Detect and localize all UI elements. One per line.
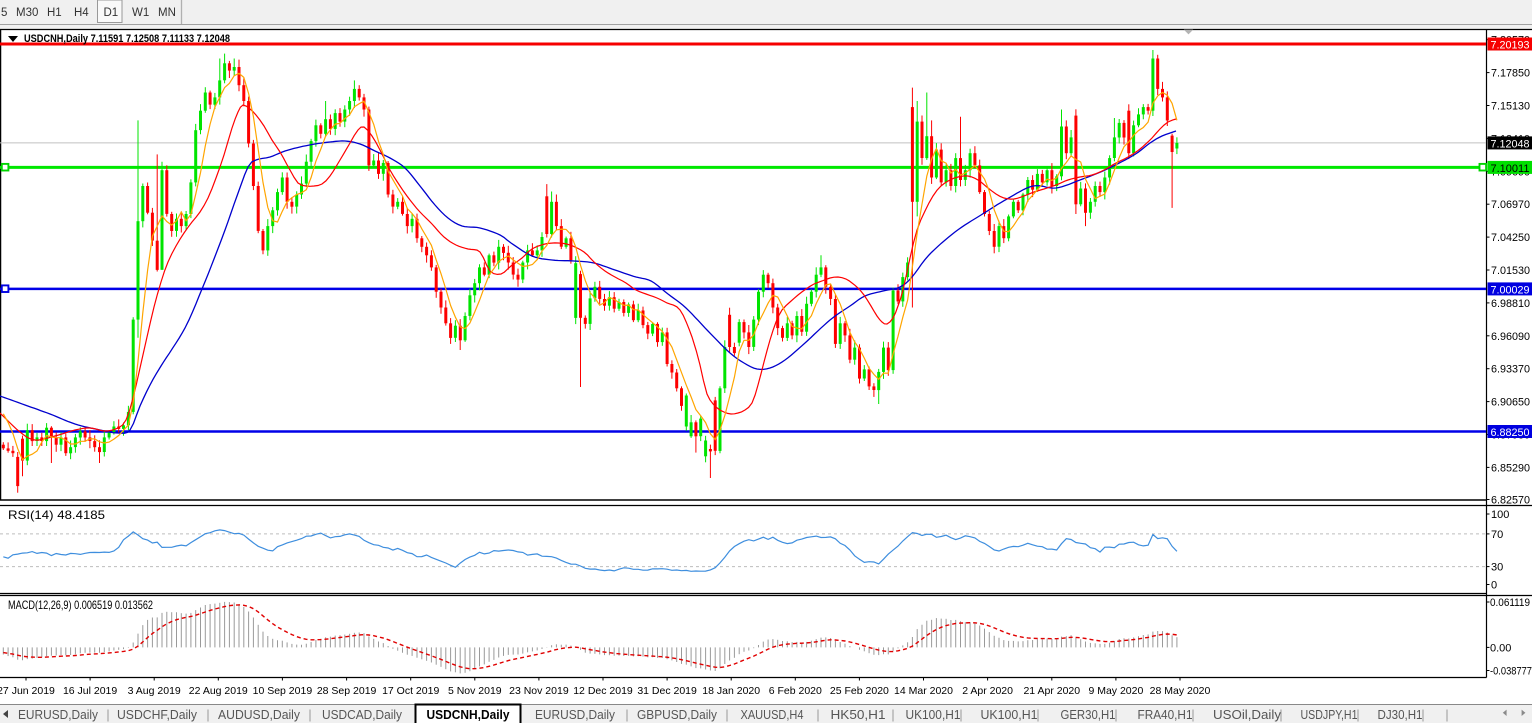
svg-text:7.15130: 7.15130 bbox=[1491, 101, 1530, 113]
svg-text:|: | bbox=[1036, 708, 1039, 722]
svg-text:6.85290: 6.85290 bbox=[1491, 462, 1530, 474]
svg-text:7.06970: 7.06970 bbox=[1491, 199, 1530, 211]
svg-text:9 May 2020: 9 May 2020 bbox=[1088, 685, 1143, 697]
svg-text:DJ30,H1: DJ30,H1 bbox=[1378, 708, 1423, 722]
svg-text:XAUUSD,H4: XAUUSD,H4 bbox=[741, 708, 804, 722]
svg-text:UK100,H1: UK100,H1 bbox=[906, 708, 961, 722]
svg-text:-0.038777: -0.038777 bbox=[1490, 666, 1532, 678]
svg-text:6.98810: 6.98810 bbox=[1491, 298, 1530, 310]
svg-text:|: | bbox=[891, 708, 894, 722]
svg-text:GER30,H1: GER30,H1 bbox=[1061, 708, 1116, 722]
svg-text:|: | bbox=[206, 708, 209, 722]
svg-text:7.01530: 7.01530 bbox=[1491, 265, 1530, 277]
svg-text:|: | bbox=[625, 708, 628, 722]
svg-text:0.00: 0.00 bbox=[1490, 642, 1511, 654]
svg-text:0: 0 bbox=[1491, 580, 1497, 592]
svg-text:5 Nov 2019: 5 Nov 2019 bbox=[448, 685, 502, 697]
svg-text:M30: M30 bbox=[16, 7, 38, 19]
svg-text:USDCAD,Daily: USDCAD,Daily bbox=[322, 708, 403, 722]
svg-text:0.061119: 0.061119 bbox=[1490, 597, 1530, 609]
svg-text:100: 100 bbox=[1491, 509, 1509, 521]
svg-text:25 Feb 2020: 25 Feb 2020 bbox=[830, 685, 889, 697]
svg-text:USDCNH,Daily 7.11591 7.12508: USDCNH,Daily 7.11591 7.12508 7.11133 7.1… bbox=[24, 33, 230, 45]
svg-text:H1: H1 bbox=[47, 7, 62, 19]
svg-text:6 Feb 2020: 6 Feb 2020 bbox=[769, 685, 822, 697]
svg-text:EURUSD,Daily: EURUSD,Daily bbox=[535, 708, 616, 722]
svg-text:6.93370: 6.93370 bbox=[1491, 364, 1530, 376]
svg-text:W1: W1 bbox=[132, 7, 149, 19]
svg-text:7.12048: 7.12048 bbox=[1491, 138, 1530, 150]
svg-text:12 Dec 2019: 12 Dec 2019 bbox=[573, 685, 633, 697]
svg-text:21 Apr 2020: 21 Apr 2020 bbox=[1023, 685, 1080, 697]
svg-text:7.04250: 7.04250 bbox=[1491, 232, 1530, 244]
svg-text:3 Aug 2019: 3 Aug 2019 bbox=[128, 685, 181, 697]
svg-text:USDJPY,H1: USDJPY,H1 bbox=[1301, 708, 1358, 722]
svg-text:|: | bbox=[106, 708, 109, 722]
svg-text:GBPUSD,Daily: GBPUSD,Daily bbox=[637, 708, 718, 722]
svg-text:|: | bbox=[725, 708, 728, 722]
svg-text:FRA40,H1: FRA40,H1 bbox=[1138, 708, 1193, 722]
svg-text:5: 5 bbox=[1, 7, 7, 19]
svg-text:2 Apr 2020: 2 Apr 2020 bbox=[962, 685, 1013, 697]
svg-text:6.96090: 6.96090 bbox=[1491, 331, 1530, 343]
svg-text:7.20193: 7.20193 bbox=[1491, 40, 1530, 52]
svg-text:23 Nov 2019: 23 Nov 2019 bbox=[509, 685, 569, 697]
svg-text:EURUSD,Daily: EURUSD,Daily bbox=[18, 708, 99, 722]
svg-text:6.88250: 6.88250 bbox=[1491, 427, 1530, 439]
svg-text:18 Jan 2020: 18 Jan 2020 bbox=[702, 685, 760, 697]
svg-text:17 Oct 2019: 17 Oct 2019 bbox=[382, 685, 439, 697]
svg-text:USDCHF,Daily: USDCHF,Daily bbox=[117, 708, 198, 722]
svg-text:USOil,Daily: USOil,Daily bbox=[1213, 708, 1282, 722]
svg-text:16 Jul 2019: 16 Jul 2019 bbox=[63, 685, 117, 697]
svg-text:6.90650: 6.90650 bbox=[1491, 397, 1530, 409]
svg-text:10 Sep 2019: 10 Sep 2019 bbox=[253, 685, 313, 697]
svg-text:|: | bbox=[1279, 708, 1282, 722]
svg-text:|: | bbox=[1445, 708, 1448, 722]
svg-text:MN: MN bbox=[158, 7, 176, 19]
svg-text:22 Aug 2019: 22 Aug 2019 bbox=[189, 685, 248, 697]
svg-text:RSI(14) 48.4185: RSI(14) 48.4185 bbox=[8, 508, 105, 522]
svg-text:28 May 2020: 28 May 2020 bbox=[1150, 685, 1211, 697]
svg-text:7.17850: 7.17850 bbox=[1491, 68, 1530, 80]
svg-text:|: | bbox=[959, 708, 962, 722]
svg-text:HK50,H1: HK50,H1 bbox=[831, 708, 886, 722]
svg-text:D1: D1 bbox=[104, 7, 119, 19]
svg-text:|: | bbox=[1356, 708, 1359, 722]
svg-text:7.00029: 7.00029 bbox=[1491, 284, 1530, 296]
svg-text:H4: H4 bbox=[74, 7, 89, 19]
svg-text:70: 70 bbox=[1491, 529, 1503, 541]
svg-text:14 Mar 2020: 14 Mar 2020 bbox=[894, 685, 953, 697]
svg-text:31 Dec 2019: 31 Dec 2019 bbox=[637, 685, 697, 697]
svg-text:|: | bbox=[1114, 708, 1117, 722]
svg-text:6.82570: 6.82570 bbox=[1491, 495, 1530, 507]
svg-text:30: 30 bbox=[1491, 562, 1503, 574]
svg-text:|: | bbox=[1421, 708, 1424, 722]
svg-text:28 Sep 2019: 28 Sep 2019 bbox=[317, 685, 377, 697]
svg-text:7.10011: 7.10011 bbox=[1491, 163, 1530, 175]
svg-text:AUDUSD,Daily: AUDUSD,Daily bbox=[218, 708, 301, 722]
svg-text:USDCNH,Daily: USDCNH,Daily bbox=[427, 707, 511, 722]
svg-text:|: | bbox=[308, 708, 311, 722]
svg-text:MACD(12,26,9) 0.006519 0.01356: MACD(12,26,9) 0.006519 0.013562 bbox=[8, 598, 153, 612]
svg-text:27 Jun 2019: 27 Jun 2019 bbox=[0, 685, 55, 697]
svg-text:|: | bbox=[816, 708, 819, 722]
svg-text:|: | bbox=[1191, 708, 1194, 722]
svg-text:UK100,H1: UK100,H1 bbox=[981, 708, 1038, 722]
